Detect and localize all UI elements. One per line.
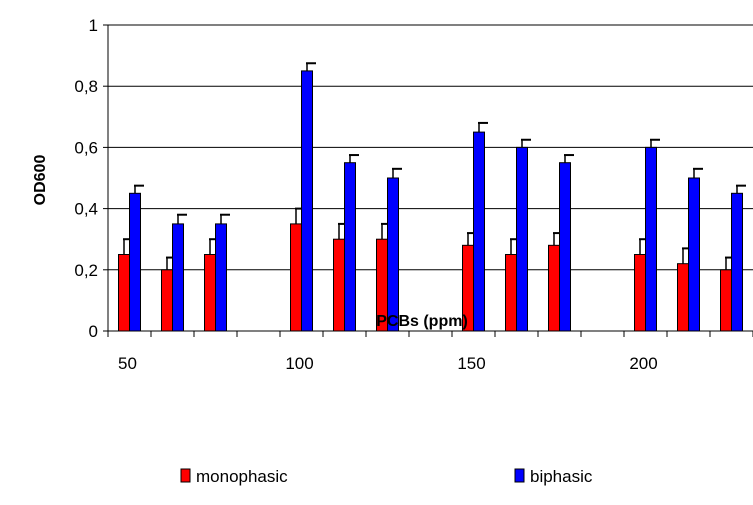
legend-swatch-monophasic <box>180 468 191 483</box>
bar-biphasic <box>301 70 313 332</box>
bar-monophasic <box>161 269 173 332</box>
x-tick-label: 200 <box>629 354 657 373</box>
y-tick-label: 0,8 <box>74 77 98 96</box>
y-axis-title: OD600 <box>32 155 49 206</box>
bars <box>118 62 746 332</box>
bar-biphasic <box>516 146 528 332</box>
y-tick-label: 0,2 <box>74 261 98 280</box>
bar-monophasic <box>118 254 130 332</box>
y-tick-label: 0,4 <box>74 200 98 219</box>
legend-swatch-biphasic <box>514 468 525 483</box>
x-tick-label: 100 <box>285 354 313 373</box>
x-axis-title: PCBs (ppm) <box>376 313 468 330</box>
bar-biphasic <box>559 162 571 332</box>
y-tick-label: 0,6 <box>74 138 98 157</box>
y-tick-label: 0 <box>89 322 98 341</box>
legend-label-biphasic: biphasic <box>530 467 593 486</box>
bar-monophasic <box>204 254 216 332</box>
bar-monophasic <box>505 254 517 332</box>
bar-monophasic <box>290 223 302 332</box>
bar-biphasic <box>387 177 399 332</box>
bar-biphasic <box>172 223 184 332</box>
bar-monophasic <box>720 269 732 332</box>
y-tick-label: 1 <box>89 16 98 35</box>
bar-biphasic <box>215 223 227 332</box>
bar-monophasic <box>548 244 560 332</box>
bar-biphasic <box>731 192 743 332</box>
x-tick-label: 50 <box>118 354 137 373</box>
bar-biphasic <box>473 131 485 332</box>
legend: monophasic biphasic <box>180 467 593 486</box>
bar-biphasic <box>129 192 141 332</box>
bar-biphasic <box>344 162 356 332</box>
legend-label-monophasic: monophasic <box>196 467 288 486</box>
bar-monophasic <box>677 263 689 332</box>
bar-biphasic <box>688 177 700 332</box>
bar-monophasic <box>333 238 345 332</box>
bar-biphasic <box>645 146 657 332</box>
bar-monophasic <box>634 254 646 332</box>
x-tick-label: 150 <box>457 354 485 373</box>
